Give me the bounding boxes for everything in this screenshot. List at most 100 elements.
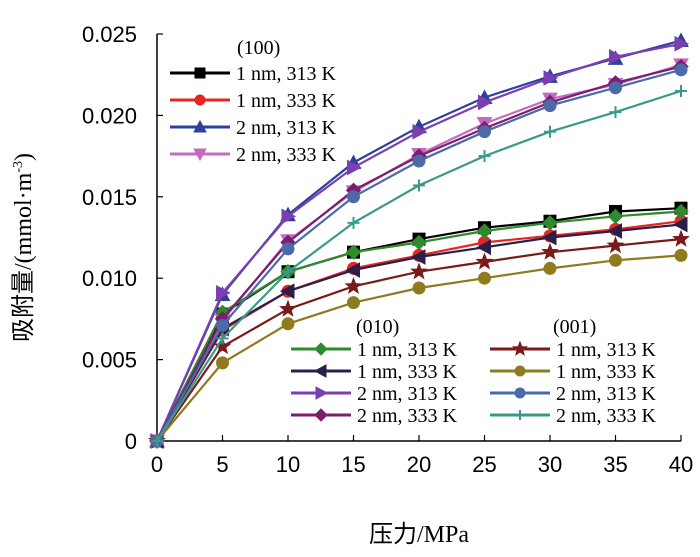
data-point xyxy=(478,125,491,139)
legend-entry: 2 nm, 313 K xyxy=(490,383,657,405)
y-tick-label: 0.025 xyxy=(82,22,137,47)
data-point xyxy=(282,265,294,278)
legend-label: 2 nm, 313 K xyxy=(357,383,458,405)
legend-entry: 1 nm, 333 K xyxy=(490,361,657,383)
legend-label: 1 nm, 333 K xyxy=(357,361,458,383)
data-point xyxy=(606,236,625,254)
data-point xyxy=(216,356,229,370)
data-point xyxy=(674,63,688,77)
data-point xyxy=(543,99,557,113)
legend-label: 2 nm, 333 K xyxy=(357,405,458,427)
axis-label-layer: 压力/MPa 吸附量/(mmol·m-3) xyxy=(10,153,469,548)
data-point xyxy=(609,253,622,267)
data-point xyxy=(151,435,163,447)
axes-layer: 0 5 10 15 20 25 30 35 40 0 0.005 0.010 0.015 0.020 0.0… xyxy=(82,22,693,477)
x-tick-label: 0 xyxy=(151,452,163,477)
legend-label: 2 nm, 333 K xyxy=(556,405,657,427)
y-axis-label-close: ) xyxy=(11,153,37,161)
legend-marker xyxy=(515,410,525,420)
legend-entry: 2 nm, 333 K xyxy=(170,144,337,166)
legend-label: 2 nm, 313 K xyxy=(236,117,337,139)
legend-marker xyxy=(193,119,207,133)
legend-entry: 2 nm, 333 K xyxy=(490,405,657,427)
data-point xyxy=(213,337,232,355)
y-axis-label: 吸附量/(mmol·m-3) xyxy=(10,153,37,342)
data-point xyxy=(412,154,426,168)
data-point xyxy=(347,159,362,176)
legend-marker xyxy=(194,94,206,106)
data-point xyxy=(478,271,491,285)
data-point xyxy=(347,216,360,229)
data-point xyxy=(344,276,363,294)
legend-marker xyxy=(315,386,329,400)
data-point xyxy=(675,84,687,97)
data-point xyxy=(607,208,624,225)
legend-label: 1 nm, 313 K xyxy=(556,339,657,361)
data-point xyxy=(478,94,493,111)
x-tick-label: 10 xyxy=(276,452,300,477)
legend-marker xyxy=(194,67,206,79)
series-10 xyxy=(150,63,688,448)
data-point xyxy=(281,242,295,256)
data-point xyxy=(543,70,559,86)
y-tick-label: 0 xyxy=(125,429,137,454)
legend-marker xyxy=(314,408,328,422)
legend-label: 1 nm, 313 K xyxy=(357,339,458,361)
legend-label: 1 nm, 333 K xyxy=(236,90,337,112)
y-axis-label-main: 吸附量/(mmol·m xyxy=(10,172,37,342)
data-point xyxy=(412,123,428,140)
legend-label: 1 nm, 313 K xyxy=(236,63,337,85)
data-point xyxy=(347,190,360,204)
data-point xyxy=(674,35,690,52)
data-point xyxy=(541,242,559,260)
legend-label: 2 nm, 333 K xyxy=(236,144,337,166)
x-tick-label: 30 xyxy=(538,452,562,477)
series-layer xyxy=(148,32,690,450)
data-point xyxy=(609,48,624,65)
data-point xyxy=(412,281,426,295)
data-point xyxy=(609,106,622,119)
x-axis-label: 压力/MPa xyxy=(369,521,469,548)
legend-layer: (100)1 nm, 313 K1 nm, 333 K2 nm, 313 K2 … xyxy=(170,37,657,427)
data-point xyxy=(216,318,229,332)
legend-entry: 1 nm, 333 K xyxy=(170,90,337,112)
legend-entry: 2 nm, 313 K xyxy=(170,117,337,139)
data-point xyxy=(413,179,425,192)
legend-group-title: (100) xyxy=(237,37,280,59)
data-point xyxy=(475,252,494,270)
data-point xyxy=(542,215,558,231)
data-point xyxy=(476,223,493,239)
data-point xyxy=(541,229,557,246)
data-point xyxy=(609,81,622,95)
legend-entry: 2 nm, 313 K xyxy=(291,383,458,405)
y-tick-label: 0.015 xyxy=(82,185,137,210)
data-point xyxy=(478,150,491,163)
data-point xyxy=(281,208,297,225)
data-point xyxy=(345,262,360,278)
legend-entry: 1 nm, 313 K xyxy=(490,339,657,361)
y-tick-label: 0.005 xyxy=(82,348,137,373)
y-tick-label: 0.010 xyxy=(82,266,137,291)
x-tick-label: 35 xyxy=(603,452,627,477)
data-point xyxy=(672,229,690,247)
legend-group-title: (010) xyxy=(356,316,399,338)
y-axis-label-superscript: -3 xyxy=(11,161,26,173)
legend-marker xyxy=(511,340,529,356)
legend-marker xyxy=(514,365,526,377)
data-point xyxy=(410,249,426,265)
data-point xyxy=(345,244,362,260)
x-tick-label: 15 xyxy=(341,452,365,477)
data-point xyxy=(411,234,427,251)
x-tick-label: 20 xyxy=(407,452,431,477)
y-tick-label: 0.020 xyxy=(82,103,137,128)
legend-entry: 1 nm, 333 K xyxy=(291,361,458,383)
x-tick-label: 40 xyxy=(669,452,693,477)
data-point xyxy=(279,299,297,317)
legend-marker xyxy=(313,364,327,378)
data-point xyxy=(673,203,689,220)
legend-entry: 1 nm, 313 K xyxy=(291,339,458,361)
data-point xyxy=(281,317,295,331)
x-tick-label: 25 xyxy=(472,452,496,477)
legend-marker xyxy=(514,387,526,399)
